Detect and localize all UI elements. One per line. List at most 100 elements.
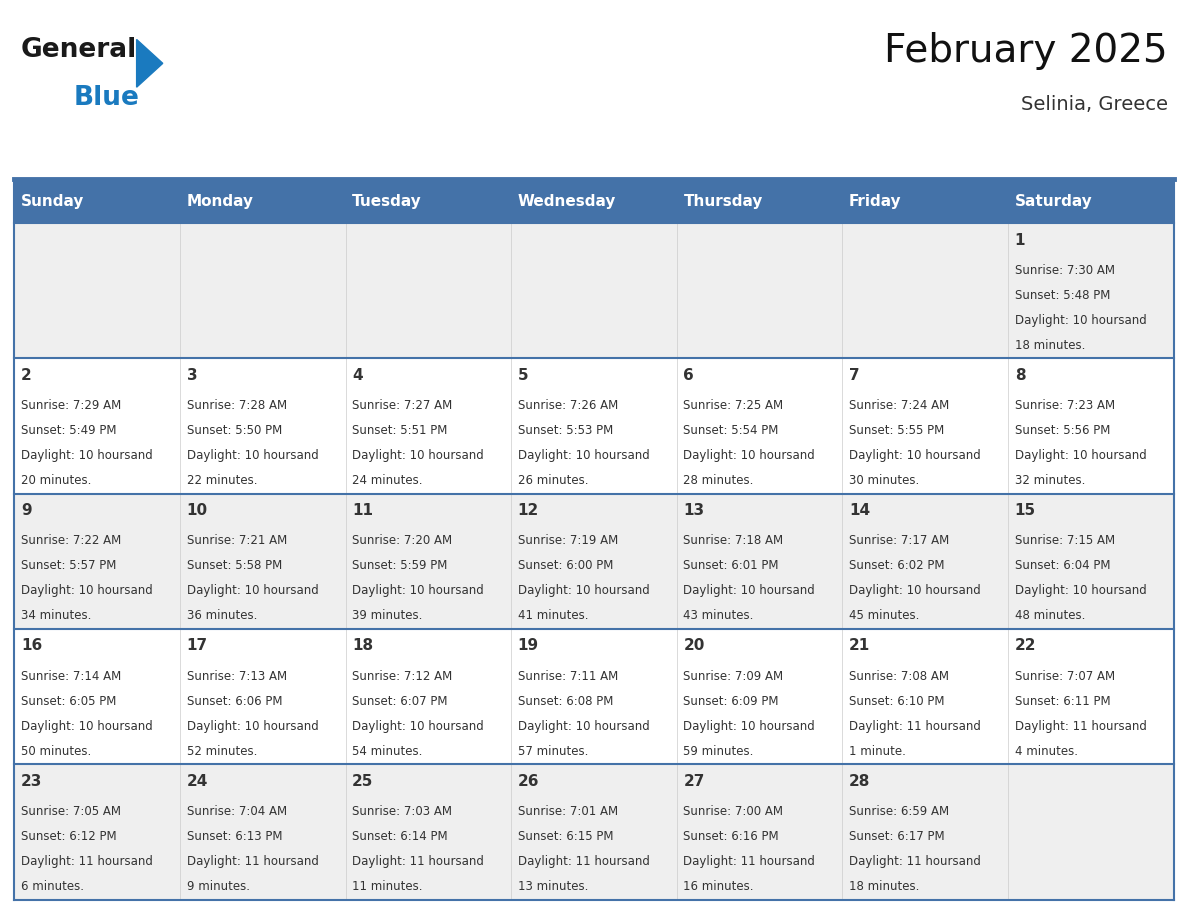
Text: Sunset: 6:14 PM: Sunset: 6:14 PM bbox=[352, 830, 448, 843]
Text: Thursday: Thursday bbox=[683, 194, 763, 208]
Text: Daylight: 10 hoursand: Daylight: 10 hoursand bbox=[187, 720, 318, 733]
Text: Sunset: 5:49 PM: Sunset: 5:49 PM bbox=[21, 424, 116, 437]
Text: Sunrise: 7:07 AM: Sunrise: 7:07 AM bbox=[1015, 669, 1114, 683]
Text: Daylight: 10 hoursand: Daylight: 10 hoursand bbox=[683, 720, 815, 733]
Text: Sunrise: 7:08 AM: Sunrise: 7:08 AM bbox=[849, 669, 949, 683]
Text: Sunrise: 7:21 AM: Sunrise: 7:21 AM bbox=[187, 534, 286, 547]
Text: Daylight: 10 hoursand: Daylight: 10 hoursand bbox=[518, 585, 650, 598]
Text: Daylight: 11 hoursand: Daylight: 11 hoursand bbox=[683, 855, 815, 868]
Text: 16: 16 bbox=[21, 639, 42, 654]
Text: 4: 4 bbox=[352, 368, 362, 383]
Text: 23: 23 bbox=[21, 774, 43, 789]
Text: Sunset: 6:12 PM: Sunset: 6:12 PM bbox=[21, 830, 116, 843]
Text: Sunset: 6:17 PM: Sunset: 6:17 PM bbox=[849, 830, 944, 843]
Text: Saturday: Saturday bbox=[1015, 194, 1093, 208]
Text: Sunrise: 7:09 AM: Sunrise: 7:09 AM bbox=[683, 669, 784, 683]
Text: 9 minutes.: 9 minutes. bbox=[187, 880, 249, 893]
Text: Sunset: 6:06 PM: Sunset: 6:06 PM bbox=[187, 695, 282, 708]
Text: 10: 10 bbox=[187, 503, 208, 518]
Text: General: General bbox=[20, 37, 137, 62]
Text: Daylight: 10 hoursand: Daylight: 10 hoursand bbox=[1015, 314, 1146, 327]
Text: Sunrise: 7:14 AM: Sunrise: 7:14 AM bbox=[21, 669, 121, 683]
Text: 22 minutes.: 22 minutes. bbox=[187, 474, 257, 487]
Text: Sunrise: 6:59 AM: Sunrise: 6:59 AM bbox=[849, 805, 949, 818]
Text: Sunrise: 7:04 AM: Sunrise: 7:04 AM bbox=[187, 805, 286, 818]
Text: Sunrise: 7:30 AM: Sunrise: 7:30 AM bbox=[1015, 263, 1114, 276]
Text: 4 minutes.: 4 minutes. bbox=[1015, 744, 1078, 757]
Text: Daylight: 10 hoursand: Daylight: 10 hoursand bbox=[849, 585, 981, 598]
Text: 5: 5 bbox=[518, 368, 529, 383]
Text: 2: 2 bbox=[21, 368, 32, 383]
Text: 52 minutes.: 52 minutes. bbox=[187, 744, 257, 757]
Text: Sunset: 6:11 PM: Sunset: 6:11 PM bbox=[1015, 695, 1111, 708]
Text: 59 minutes.: 59 minutes. bbox=[683, 744, 754, 757]
Text: Sunset: 6:04 PM: Sunset: 6:04 PM bbox=[1015, 559, 1111, 572]
Text: Sunset: 6:15 PM: Sunset: 6:15 PM bbox=[518, 830, 613, 843]
Text: 54 minutes.: 54 minutes. bbox=[352, 744, 423, 757]
Text: Sunset: 5:50 PM: Sunset: 5:50 PM bbox=[187, 424, 282, 437]
Text: Sunset: 5:53 PM: Sunset: 5:53 PM bbox=[518, 424, 613, 437]
Text: Sunrise: 7:17 AM: Sunrise: 7:17 AM bbox=[849, 534, 949, 547]
Text: Daylight: 10 hoursand: Daylight: 10 hoursand bbox=[1015, 449, 1146, 462]
Text: 45 minutes.: 45 minutes. bbox=[849, 610, 920, 622]
Text: Sunrise: 7:19 AM: Sunrise: 7:19 AM bbox=[518, 534, 618, 547]
Text: Sunset: 6:16 PM: Sunset: 6:16 PM bbox=[683, 830, 779, 843]
Text: Daylight: 11 hoursand: Daylight: 11 hoursand bbox=[518, 855, 650, 868]
Text: 28 minutes.: 28 minutes. bbox=[683, 474, 754, 487]
Text: 11 minutes.: 11 minutes. bbox=[352, 880, 423, 893]
Text: Sunset: 6:02 PM: Sunset: 6:02 PM bbox=[849, 559, 944, 572]
Text: 18: 18 bbox=[352, 639, 373, 654]
Text: 6 minutes.: 6 minutes. bbox=[21, 880, 84, 893]
Text: Sunrise: 7:12 AM: Sunrise: 7:12 AM bbox=[352, 669, 453, 683]
Bar bbox=[14, 358, 1174, 494]
Text: Sunday: Sunday bbox=[21, 194, 84, 208]
Text: 27: 27 bbox=[683, 774, 704, 789]
Text: Daylight: 10 hoursand: Daylight: 10 hoursand bbox=[1015, 585, 1146, 598]
Text: Daylight: 10 hoursand: Daylight: 10 hoursand bbox=[187, 449, 318, 462]
Text: Daylight: 10 hoursand: Daylight: 10 hoursand bbox=[352, 720, 484, 733]
Bar bbox=[14, 179, 1174, 223]
Text: 11: 11 bbox=[352, 503, 373, 518]
Text: Sunrise: 7:25 AM: Sunrise: 7:25 AM bbox=[683, 399, 784, 412]
Text: 1 minute.: 1 minute. bbox=[849, 744, 906, 757]
Text: Daylight: 11 hoursand: Daylight: 11 hoursand bbox=[849, 720, 981, 733]
Text: 15: 15 bbox=[1015, 503, 1036, 518]
Text: Tuesday: Tuesday bbox=[352, 194, 422, 208]
Text: Sunrise: 7:05 AM: Sunrise: 7:05 AM bbox=[21, 805, 121, 818]
Bar bbox=[14, 223, 1174, 358]
Text: Sunrise: 7:00 AM: Sunrise: 7:00 AM bbox=[683, 805, 783, 818]
Text: Sunrise: 7:01 AM: Sunrise: 7:01 AM bbox=[518, 805, 618, 818]
Text: Blue: Blue bbox=[74, 85, 139, 111]
Text: Daylight: 11 hoursand: Daylight: 11 hoursand bbox=[352, 855, 484, 868]
Text: 43 minutes.: 43 minutes. bbox=[683, 610, 754, 622]
Text: Sunset: 6:08 PM: Sunset: 6:08 PM bbox=[518, 695, 613, 708]
Text: Daylight: 10 hoursand: Daylight: 10 hoursand bbox=[21, 449, 152, 462]
Text: Sunset: 6:00 PM: Sunset: 6:00 PM bbox=[518, 559, 613, 572]
Text: Daylight: 11 hoursand: Daylight: 11 hoursand bbox=[187, 855, 318, 868]
Polygon shape bbox=[137, 39, 163, 87]
Text: Sunset: 6:13 PM: Sunset: 6:13 PM bbox=[187, 830, 282, 843]
Text: Sunset: 6:01 PM: Sunset: 6:01 PM bbox=[683, 559, 779, 572]
Text: Sunrise: 7:20 AM: Sunrise: 7:20 AM bbox=[352, 534, 453, 547]
Text: Sunrise: 7:26 AM: Sunrise: 7:26 AM bbox=[518, 399, 618, 412]
Text: Sunrise: 7:18 AM: Sunrise: 7:18 AM bbox=[683, 534, 784, 547]
Text: 57 minutes.: 57 minutes. bbox=[518, 744, 588, 757]
Text: Daylight: 10 hoursand: Daylight: 10 hoursand bbox=[21, 585, 152, 598]
Text: 26 minutes.: 26 minutes. bbox=[518, 474, 588, 487]
Text: Sunset: 5:55 PM: Sunset: 5:55 PM bbox=[849, 424, 944, 437]
Text: Sunset: 5:57 PM: Sunset: 5:57 PM bbox=[21, 559, 116, 572]
Text: 24 minutes.: 24 minutes. bbox=[352, 474, 423, 487]
Text: Sunrise: 7:27 AM: Sunrise: 7:27 AM bbox=[352, 399, 453, 412]
Text: 6: 6 bbox=[683, 368, 694, 383]
Text: 50 minutes.: 50 minutes. bbox=[21, 744, 91, 757]
Text: Sunrise: 7:03 AM: Sunrise: 7:03 AM bbox=[352, 805, 453, 818]
Text: Monday: Monday bbox=[187, 194, 253, 208]
Text: 18 minutes.: 18 minutes. bbox=[849, 880, 920, 893]
Text: Sunset: 5:56 PM: Sunset: 5:56 PM bbox=[1015, 424, 1110, 437]
Text: 39 minutes.: 39 minutes. bbox=[352, 610, 423, 622]
Text: 12: 12 bbox=[518, 503, 539, 518]
Text: 1: 1 bbox=[1015, 232, 1025, 248]
Text: 26: 26 bbox=[518, 774, 539, 789]
Text: 32 minutes.: 32 minutes. bbox=[1015, 474, 1085, 487]
Text: 17: 17 bbox=[187, 639, 208, 654]
